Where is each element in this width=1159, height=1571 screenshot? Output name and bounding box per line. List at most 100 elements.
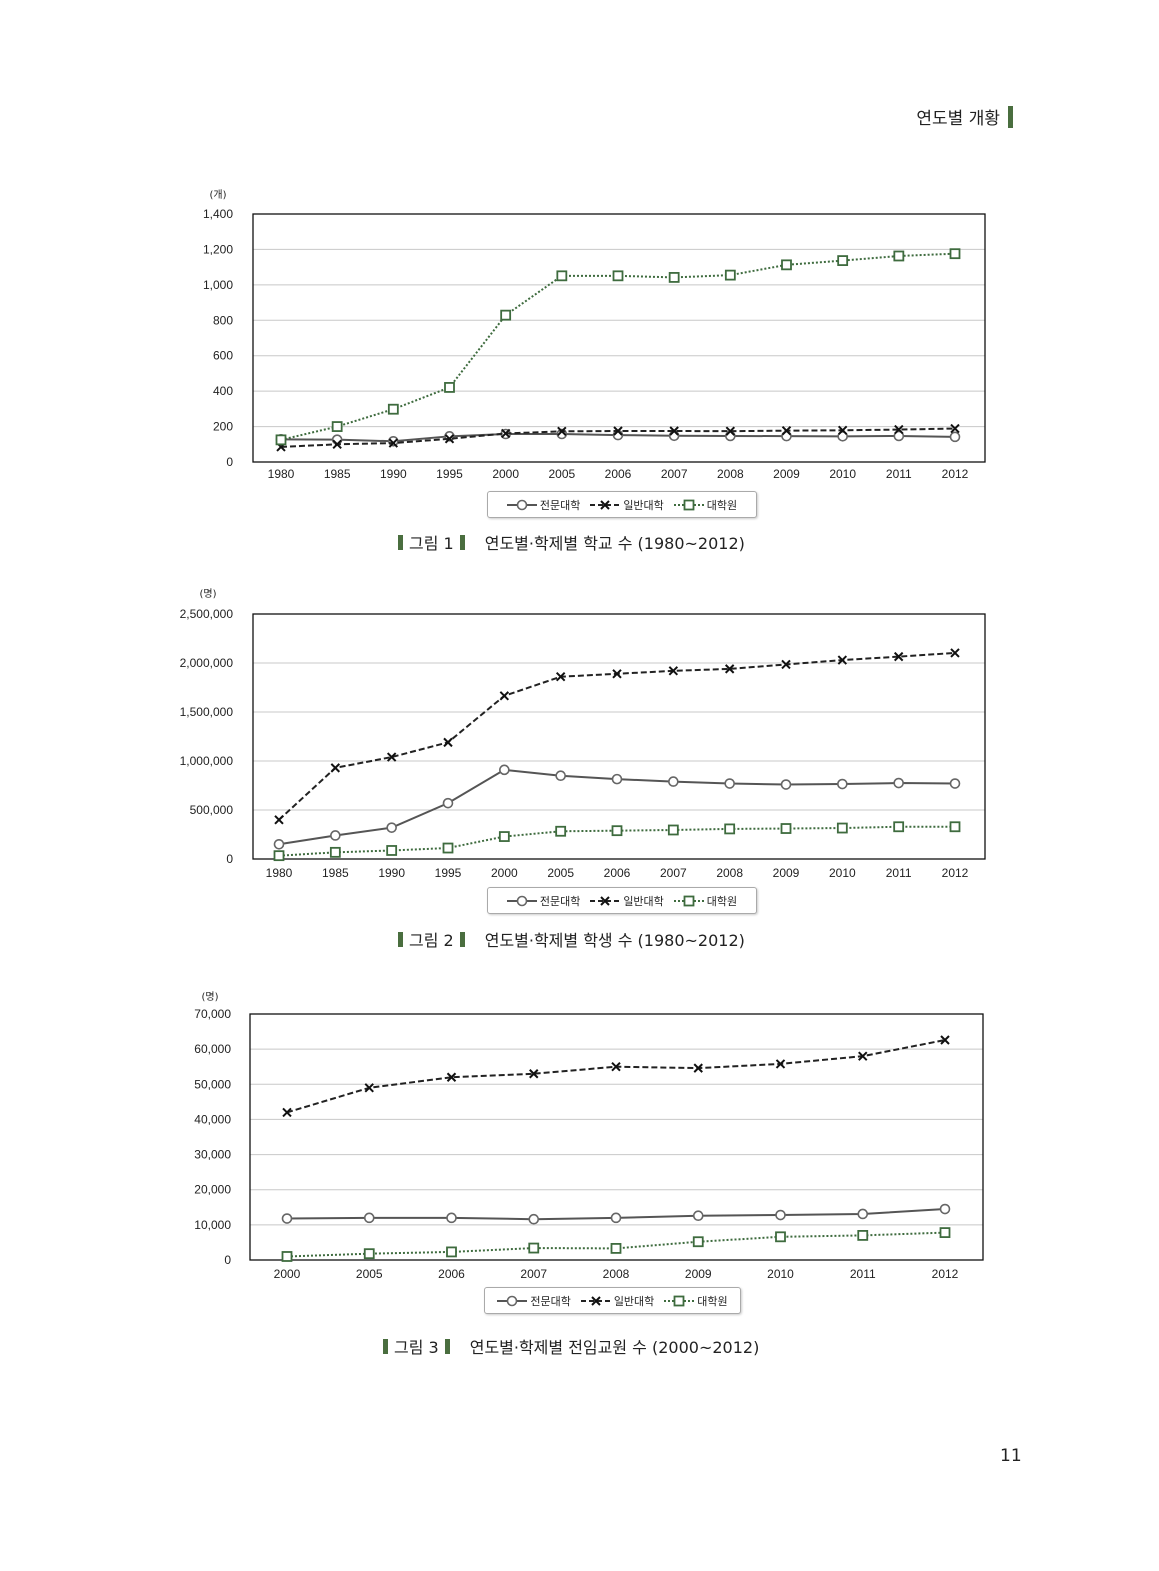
y-unit-label: (개) bbox=[209, 189, 226, 201]
data-point bbox=[950, 648, 960, 658]
data-point bbox=[331, 421, 343, 432]
figure1-caption: 그림 1 연도별·학제별 학교 수 (1980~2012) bbox=[398, 530, 745, 554]
data-point bbox=[274, 815, 284, 825]
series-line bbox=[280, 252, 956, 441]
x-tick-label: 1990 bbox=[380, 467, 407, 481]
figure-label: 그림 1 bbox=[409, 534, 454, 553]
data-point bbox=[949, 821, 961, 833]
legend-item-grad: 대학원 bbox=[673, 497, 737, 513]
data-point bbox=[282, 1107, 292, 1118]
y-tick-label: 500,000 bbox=[190, 803, 234, 817]
x-tick-label: 1985 bbox=[324, 467, 351, 481]
legend-label: 대학원 bbox=[697, 1294, 728, 1308]
x-tick-label: 2000 bbox=[274, 1267, 301, 1281]
x-tick-label: 2006 bbox=[605, 467, 632, 481]
data-point bbox=[273, 850, 285, 862]
chart2-legend: 전문대학 일반대학 대학원 bbox=[487, 887, 757, 914]
x-marker-icon bbox=[590, 895, 621, 906]
series-grad bbox=[273, 821, 961, 862]
data-point bbox=[611, 773, 623, 785]
square-marker-icon bbox=[673, 895, 704, 906]
x-tick-label: 1995 bbox=[435, 866, 462, 880]
legend-label: 전문대학 bbox=[530, 1294, 571, 1308]
data-point bbox=[442, 842, 454, 854]
data-point bbox=[725, 426, 736, 436]
data-point bbox=[444, 382, 455, 393]
data-point bbox=[499, 764, 510, 776]
data-point bbox=[386, 822, 397, 833]
legend-item-grad: 대학원 bbox=[664, 1293, 728, 1309]
x-tick-label: 2009 bbox=[773, 467, 800, 481]
figure-title: 연도별·학제별 전임교원 수 (2000~2012) bbox=[469, 1338, 760, 1357]
data-point bbox=[893, 821, 905, 833]
square-marker-icon bbox=[664, 1295, 695, 1306]
data-point bbox=[555, 770, 566, 782]
data-point bbox=[725, 430, 736, 442]
chart3-legend: 전문대학 일반대학 대학원 bbox=[484, 1287, 741, 1314]
x-tick-label: 2007 bbox=[520, 1267, 547, 1281]
legend-label: 일반대학 bbox=[623, 498, 664, 512]
data-point bbox=[724, 664, 735, 674]
series-univ bbox=[274, 648, 960, 825]
x-tick-label: 2009 bbox=[685, 1267, 712, 1281]
data-point bbox=[858, 1051, 868, 1061]
x-tick-label: 2010 bbox=[829, 467, 856, 481]
data-point bbox=[724, 823, 736, 835]
y-tick-label: 600 bbox=[213, 349, 233, 363]
figure-label: 그림 3 bbox=[394, 1338, 439, 1357]
data-point bbox=[528, 1213, 540, 1225]
data-point bbox=[275, 434, 287, 446]
y-tick-label: 0 bbox=[226, 455, 233, 469]
data-point bbox=[330, 830, 341, 841]
x-tick-label: 2012 bbox=[942, 866, 969, 880]
data-point bbox=[836, 822, 848, 834]
data-point bbox=[893, 777, 904, 789]
x-tick-label: 2006 bbox=[604, 866, 631, 880]
data-point bbox=[857, 1208, 869, 1220]
page-number: 11 bbox=[1000, 1446, 1022, 1466]
y-tick-label: 30,000 bbox=[194, 1148, 231, 1162]
y-tick-label: 0 bbox=[224, 1253, 231, 1267]
legend-item-junior: 전문대학 bbox=[497, 1293, 571, 1309]
y-tick-label: 40,000 bbox=[194, 1112, 231, 1126]
data-point bbox=[939, 1227, 951, 1238]
data-point bbox=[386, 845, 398, 856]
series-line bbox=[286, 1039, 946, 1114]
plot-frame bbox=[249, 1013, 984, 1261]
data-point bbox=[610, 1243, 622, 1254]
data-point bbox=[557, 426, 567, 437]
x-tick-label: 2012 bbox=[942, 467, 969, 481]
y-tick-label: 1,400 bbox=[203, 207, 233, 221]
figure-title: 연도별·학제별 학교 수 (1980~2012) bbox=[484, 534, 745, 553]
figure-label: 그림 2 bbox=[409, 931, 454, 950]
series-junior bbox=[281, 1203, 951, 1225]
x-tick-label: 1985 bbox=[322, 866, 349, 880]
data-point bbox=[775, 1059, 786, 1069]
data-point bbox=[775, 1231, 786, 1243]
caption-marker bbox=[383, 1338, 388, 1354]
series-univ bbox=[282, 1035, 950, 1118]
data-point bbox=[443, 737, 453, 748]
x-tick-label: 2008 bbox=[717, 467, 744, 481]
y-tick-label: 1,500,000 bbox=[180, 705, 234, 719]
legend-item-grad: 대학원 bbox=[673, 893, 737, 909]
x-tick-label: 2005 bbox=[548, 467, 575, 481]
data-point bbox=[446, 1212, 457, 1224]
data-point bbox=[611, 1062, 621, 1072]
x-tick-label: 1980 bbox=[268, 467, 295, 481]
legend-label: 일반대학 bbox=[613, 1294, 655, 1308]
data-point bbox=[893, 430, 905, 442]
y-tick-label: 200 bbox=[213, 420, 233, 434]
x-tick-label: 2012 bbox=[932, 1267, 959, 1281]
y-tick-label: 50,000 bbox=[194, 1077, 231, 1091]
data-point bbox=[386, 752, 397, 762]
data-point bbox=[442, 797, 454, 809]
data-point bbox=[724, 778, 735, 789]
data-point bbox=[363, 1212, 375, 1224]
data-point bbox=[940, 1035, 950, 1045]
data-point bbox=[667, 824, 679, 836]
x-tick-label: 2000 bbox=[491, 866, 518, 880]
data-point bbox=[528, 1242, 540, 1254]
chart-2: 0 500,000 1,000,000 1,500,000 2,000,000 2,500… bbox=[180, 588, 986, 880]
y-tick-label: 800 bbox=[213, 313, 233, 327]
